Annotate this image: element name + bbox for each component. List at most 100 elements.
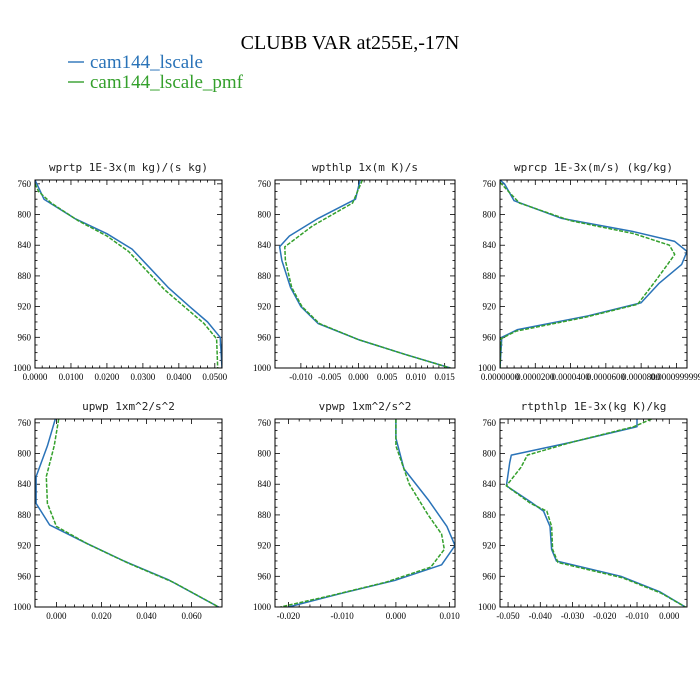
y-tick-label: 920 [483, 302, 497, 312]
x-tick-label: -0.010 [289, 372, 313, 382]
x-tick-label: 0.0000 [23, 372, 48, 382]
y-tick-label: 880 [483, 271, 497, 281]
y-tick-label: 960 [483, 571, 497, 581]
series-line-lscale-pmf [500, 181, 676, 368]
x-tick-label: 0.0000200 [516, 372, 555, 382]
y-tick-label: 960 [483, 332, 497, 342]
y-tick-label: 1000 [253, 363, 272, 373]
series-line-lscale [35, 180, 222, 368]
y-tick-label: 840 [18, 479, 32, 489]
legend-label-pmf: cam144_lscale_pmf [90, 72, 244, 93]
series-line-lscale-pmf [35, 183, 219, 368]
y-tick-label: 920 [18, 541, 32, 551]
y-tick-label: 880 [258, 510, 272, 520]
panel-title: wpthlp 1x(m K)/s [312, 161, 418, 174]
y-tick-label: 840 [483, 240, 497, 250]
y-tick-label: 760 [258, 418, 272, 428]
y-tick-label: 960 [18, 332, 32, 342]
x-tick-label: 0.0200 [95, 372, 120, 382]
x-tick-label: 0.060 [181, 611, 202, 621]
y-tick-label: 920 [258, 541, 272, 551]
panel-2: wpthlp 1x(m K)/s 760 800 840 880 920 960 1000 -0… [253, 161, 456, 382]
series-line-lscale [288, 419, 455, 607]
y-tick-label: 840 [258, 240, 272, 250]
y-tick-label: 840 [483, 479, 497, 489]
x-tick-label: 0.015 [435, 372, 456, 382]
x-tick-label: 0.020 [91, 611, 112, 621]
x-tick-label: 0.000 [46, 611, 67, 621]
series-line-lscale [278, 180, 451, 368]
y-tick-label: 800 [18, 210, 32, 220]
y-tick-label: 920 [18, 302, 32, 312]
x-tick-label: -0.050 [496, 611, 520, 621]
panel-1: wprtp 1E-3x(m kg)/(s kg) 760 800 840 880 920 9… [13, 161, 228, 382]
panel-title: rtpthlp 1E-3x(kg K)/kg [521, 400, 667, 413]
y-tick-label: 960 [258, 332, 272, 342]
x-tick-label: -0.010 [331, 611, 355, 621]
y-tick-label: 840 [258, 479, 272, 489]
series-line-lscale-pmf [505, 419, 686, 607]
y-tick-label: 1000 [13, 602, 32, 612]
y-tick-label: 840 [18, 240, 32, 250]
x-tick-label: -0.020 [277, 611, 301, 621]
y-tick-label: 1000 [478, 363, 497, 373]
x-tick-label: 0.0300 [131, 372, 156, 382]
y-tick-label: 800 [483, 210, 497, 220]
y-tick-label: 760 [18, 179, 32, 189]
x-tick-label: 0.0000999999 [651, 372, 700, 382]
x-tick-label: 0.0000600 [587, 372, 626, 382]
y-tick-label: 880 [18, 271, 32, 281]
panel-6: rtpthlp 1E-3x(kg K)/kg 760 800 840 880 920 960… [478, 400, 688, 621]
y-tick-label: 800 [258, 449, 272, 459]
series-line-lscale [500, 180, 687, 368]
y-tick-label: 1000 [253, 602, 272, 612]
y-tick-label: 800 [18, 449, 32, 459]
series-line-lscale [35, 419, 219, 607]
x-tick-label: 0.010 [406, 372, 427, 382]
y-tick-label: 960 [18, 571, 32, 581]
panels-group: wprtp 1E-3x(m kg)/(s kg) 760 800 840 880 920 9… [13, 161, 700, 621]
panel-title: wprtp 1E-3x(m kg)/(s kg) [49, 161, 208, 174]
x-tick-label: 0.0100 [59, 372, 84, 382]
series-line-lscale-pmf [45, 419, 219, 607]
y-tick-label: 760 [18, 418, 32, 428]
plot-frame [499, 179, 688, 369]
y-tick-label: 920 [483, 541, 497, 551]
x-tick-label: -0.030 [561, 611, 585, 621]
x-tick-label: -0.020 [593, 611, 617, 621]
x-tick-label: 0.000 [386, 611, 407, 621]
x-tick-label: 0.000 [659, 611, 680, 621]
series-line-lscale [505, 419, 686, 607]
x-tick-label: 0.010 [440, 611, 461, 621]
panel-4: upwp 1xm^2/s^2 760 800 840 880 920 960 1000 0.00… [13, 400, 223, 621]
legend: cam144_lscale cam144_lscale_pmf [68, 52, 244, 93]
y-tick-label: 880 [258, 271, 272, 281]
y-tick-label: 760 [258, 179, 272, 189]
y-tick-label: 920 [258, 302, 272, 312]
plot-frame [274, 179, 456, 369]
x-tick-label: 0.000 [348, 372, 369, 382]
y-tick-label: 960 [258, 571, 272, 581]
x-tick-label: 0.005 [377, 372, 398, 382]
x-tick-label: 0.0500 [202, 372, 227, 382]
y-tick-label: 880 [483, 510, 497, 520]
x-tick-label: 0.040 [136, 611, 157, 621]
series-line-lscale-pmf [284, 180, 451, 368]
x-tick-label: -0.040 [529, 611, 553, 621]
y-tick-label: 760 [483, 179, 497, 189]
series-line-lscale-pmf [280, 419, 446, 607]
x-tick-label: 0.0000400 [551, 372, 590, 382]
panel-title: wprcp 1E-3x(m/s) (kg/kg) [514, 161, 673, 174]
x-tick-label: -0.010 [625, 611, 649, 621]
plot-frame [499, 418, 688, 608]
panel-5: vpwp 1xm^2/s^2 760 800 840 880 920 960 1000 -0.0… [253, 400, 460, 621]
plot-frame [274, 418, 456, 608]
plot-frame [34, 418, 223, 608]
y-tick-label: 1000 [478, 602, 497, 612]
y-tick-label: 800 [258, 210, 272, 220]
figure-title: CLUBB VAR at255E,-17N [241, 32, 460, 54]
plot-frame [34, 179, 223, 369]
x-tick-label: 0.0400 [166, 372, 191, 382]
panel-title: upwp 1xm^2/s^2 [82, 400, 175, 413]
